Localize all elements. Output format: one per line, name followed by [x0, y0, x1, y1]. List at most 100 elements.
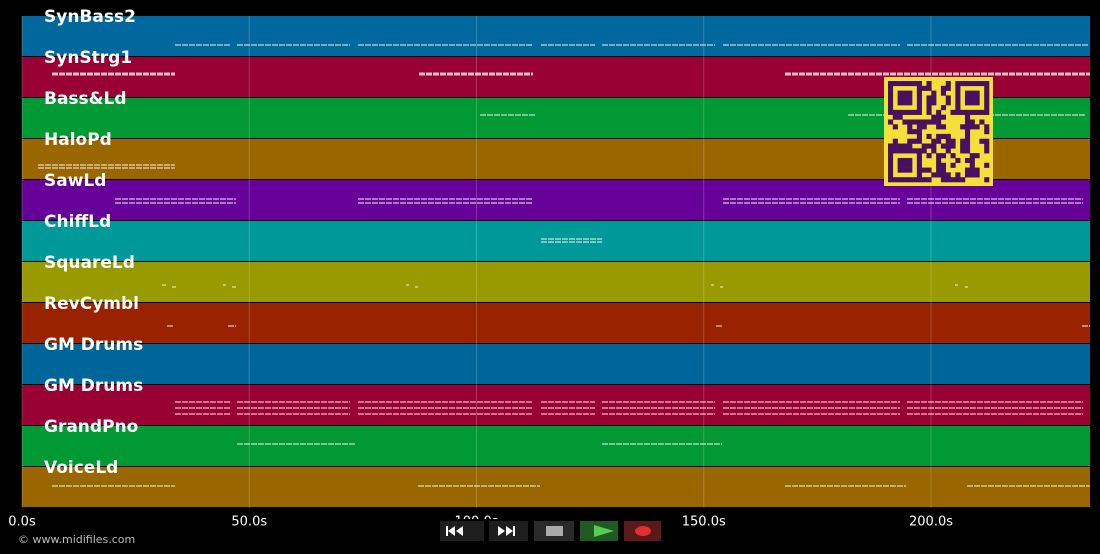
- qr-module: [945, 172, 951, 178]
- qr-module: [912, 148, 918, 154]
- qr-module: [931, 143, 937, 149]
- qr-module: [964, 157, 971, 164]
- qr-module: [912, 129, 918, 135]
- qr-module: [897, 162, 903, 168]
- qr-module: [897, 100, 903, 106]
- qr-module: [926, 105, 932, 111]
- qr-module: [912, 109, 918, 115]
- track-label: Bass&Ld: [44, 89, 127, 109]
- qr-module: [926, 153, 932, 159]
- qr-module: [936, 119, 942, 125]
- fast-forward-button[interactable]: [489, 521, 528, 541]
- qr-module: [926, 81, 932, 87]
- qr-module: [916, 119, 922, 125]
- qr-module: [892, 143, 898, 149]
- qr-module: [960, 109, 966, 115]
- qr-module: [955, 81, 961, 87]
- qr-module: [912, 177, 918, 183]
- track-label: SawLd: [44, 171, 106, 191]
- qr-module: [964, 138, 971, 144]
- track-lane: [22, 385, 1090, 425]
- track-label: ChiffLd: [44, 212, 111, 232]
- qr-module: [984, 105, 990, 111]
- qr-module: [907, 138, 913, 144]
- qr-module: [916, 172, 922, 178]
- qr-module: [964, 95, 971, 101]
- rewind-button[interactable]: [440, 521, 484, 541]
- track-label: SynBass2: [44, 7, 136, 27]
- qr-module: [926, 167, 932, 173]
- qr-module: [921, 148, 927, 154]
- qr-module: [912, 138, 918, 144]
- qr-module: [955, 105, 961, 111]
- qr-module: [969, 95, 975, 101]
- qr-module: [969, 157, 975, 164]
- qr-module: [940, 114, 947, 120]
- qr-module: [974, 124, 980, 130]
- qr-module: [950, 177, 956, 183]
- qr-module: [969, 124, 975, 130]
- qr-module: [964, 143, 971, 149]
- qr-module: [916, 157, 922, 164]
- qr-module: [931, 148, 937, 154]
- qr-module: [912, 119, 918, 125]
- qr-module: [888, 172, 894, 178]
- qr-module: [888, 95, 894, 101]
- qr-module: [945, 148, 951, 154]
- qr-module: [926, 143, 932, 149]
- qr-module: [907, 81, 913, 87]
- qr-module: [936, 124, 942, 130]
- transport-controls: [437, 519, 663, 543]
- track-label: VoiceLd: [44, 458, 118, 478]
- qr-module: [916, 138, 922, 144]
- qr-module: [940, 90, 947, 96]
- qr-module: [969, 81, 975, 87]
- qr-module: [907, 157, 913, 164]
- qr-module: [931, 114, 937, 120]
- qr-module: [902, 167, 908, 173]
- qr-module: [984, 148, 990, 154]
- qr-module: [964, 172, 971, 178]
- qr-module: [916, 124, 922, 130]
- qr-module: [964, 167, 971, 173]
- track-lane: [22, 180, 1090, 220]
- qr-module: [907, 100, 913, 106]
- qr-module: [945, 138, 951, 144]
- qr-module: [936, 109, 942, 115]
- qr-module: [931, 100, 937, 106]
- qr-module: [940, 105, 947, 111]
- qr-module: [960, 177, 966, 183]
- qr-module: [897, 109, 903, 115]
- qr-module: [921, 85, 927, 91]
- qr-module: [974, 109, 980, 115]
- qr-module: [916, 167, 922, 173]
- qr-module: [907, 167, 913, 173]
- qr-module: [931, 138, 937, 144]
- qr-module: [974, 172, 980, 178]
- qr-module: [964, 129, 971, 135]
- qr-module: [979, 109, 985, 115]
- qr-module: [916, 81, 922, 87]
- qr-module: [888, 100, 894, 106]
- qr-module: [916, 95, 922, 101]
- qr-module: [945, 95, 951, 101]
- qr-module: [964, 109, 971, 115]
- qr-module: [888, 148, 894, 154]
- qr-module: [926, 133, 932, 140]
- qr-module: [926, 85, 932, 91]
- play-button[interactable]: [580, 521, 618, 541]
- qr-module: [969, 162, 975, 168]
- stop-button[interactable]: [534, 521, 574, 541]
- qr-module: [921, 143, 927, 149]
- qr-module: [916, 105, 922, 111]
- qr-module: [902, 119, 908, 125]
- qr-module: [888, 162, 894, 168]
- qr-module: [916, 129, 922, 135]
- qr-module: [984, 177, 990, 183]
- qr-module: [892, 177, 898, 183]
- track-lane: [22, 221, 1090, 261]
- qr-module: [969, 172, 975, 178]
- qr-module: [950, 162, 956, 168]
- record-button[interactable]: [624, 521, 661, 541]
- qr-module: [984, 143, 990, 149]
